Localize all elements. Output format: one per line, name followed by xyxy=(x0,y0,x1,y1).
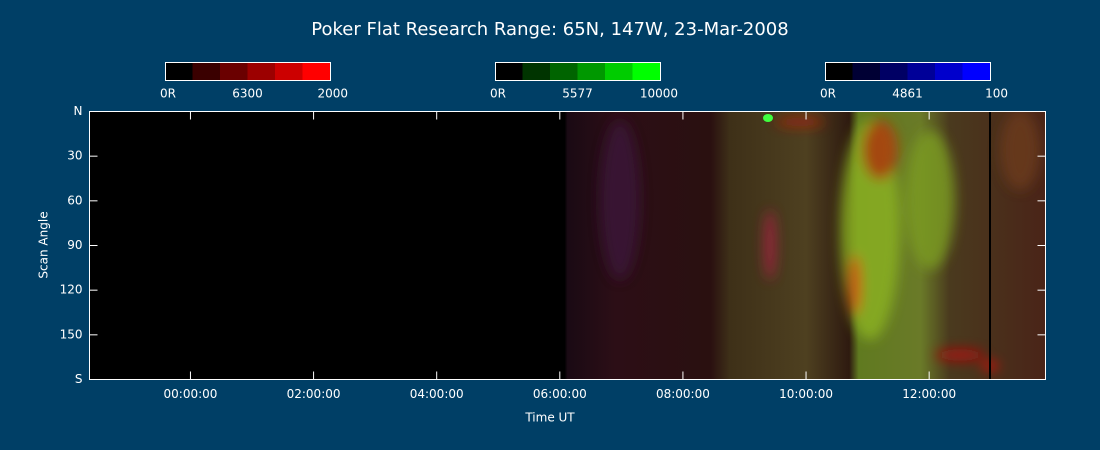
colorbar-min-label: 0R xyxy=(490,87,506,101)
colorbar-wavelength: 5577 xyxy=(562,87,593,101)
colorbar-swatch xyxy=(302,62,331,80)
colorbar-swatch xyxy=(275,62,303,80)
x-tick-label: 08:00:00 xyxy=(656,387,710,401)
colorbar-swatch xyxy=(192,62,221,80)
colorbar-swatch xyxy=(495,62,523,80)
y-tick-label: N xyxy=(74,104,83,118)
colorbar-swatch xyxy=(935,62,963,80)
colorbar-swatch xyxy=(577,62,606,80)
keogram-image xyxy=(90,111,1045,379)
colorbar-swatch xyxy=(220,62,248,80)
x-tick-label: 10:00:00 xyxy=(779,387,833,401)
colorbar-swatch xyxy=(852,62,881,80)
colorbar-frame xyxy=(825,62,991,81)
colorbar-swatch xyxy=(247,62,276,80)
colorbar-swatch xyxy=(165,62,193,80)
colorbar-wavelength: 4861 xyxy=(892,87,923,101)
y-axis-label: Scan Angle xyxy=(37,211,51,278)
x-axis-label: Time UT xyxy=(524,411,575,425)
colorbar-frame xyxy=(495,62,661,81)
x-tick-label: 02:00:00 xyxy=(287,387,341,401)
y-tick-label: S xyxy=(75,372,83,386)
colorbar-swatch xyxy=(907,62,936,80)
x-tick-label: 06:00:00 xyxy=(533,387,587,401)
colorbar-swatch xyxy=(632,62,661,80)
colorbar-swatch xyxy=(605,62,633,80)
colorbar-swatch xyxy=(522,62,551,80)
colorbar-wavelength: 6300 xyxy=(232,87,263,101)
y-tick-label: 30 xyxy=(67,149,82,163)
colorbar-swatch xyxy=(550,62,578,80)
y-tick-label: 150 xyxy=(60,327,83,341)
x-tick-label: 00:00:00 xyxy=(164,387,218,401)
colorbar-max-label: 10000 xyxy=(640,87,678,101)
y-tick-label: 90 xyxy=(67,238,82,252)
colorbar-max-label: 100 xyxy=(985,87,1008,101)
colorbar-min-label: 0R xyxy=(160,87,176,101)
colorbar-frame xyxy=(165,62,331,81)
colorbar-swatch xyxy=(825,62,853,80)
colorbar-swatch xyxy=(962,62,991,80)
y-tick-label: 60 xyxy=(67,193,82,207)
x-tick-label: 04:00:00 xyxy=(410,387,464,401)
colorbar-max-label: 2000 xyxy=(317,87,348,101)
colorbar-min-label: 0R xyxy=(820,87,836,101)
y-tick-label: 120 xyxy=(60,283,83,297)
colorbar-swatch xyxy=(880,62,908,80)
chart-title: Poker Flat Research Range: 65N, 147W, 23… xyxy=(311,19,788,40)
x-tick-label: 12:00:00 xyxy=(902,387,956,401)
